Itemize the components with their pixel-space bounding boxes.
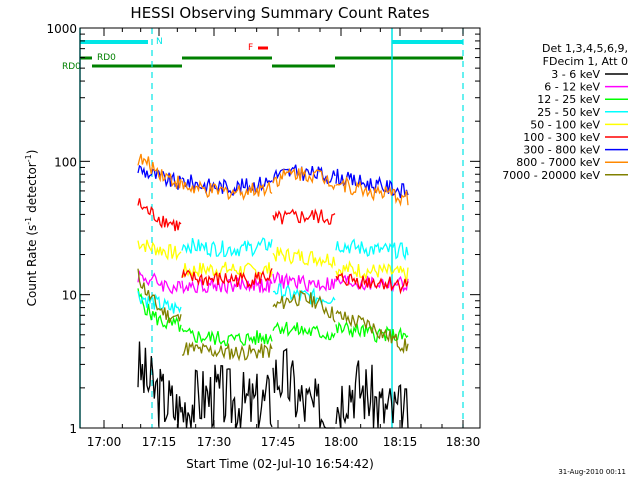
status-flags: N F RD0 RD0 <box>62 37 463 72</box>
y-tick-label: 1000 <box>46 22 77 36</box>
series-1 <box>137 270 409 295</box>
footer-date: 31-Aug-2010 00:11 <box>558 468 626 476</box>
legend-label: 12 - 25 keV <box>537 93 600 106</box>
series-line <box>272 290 336 323</box>
series-line <box>137 164 182 190</box>
series-line <box>181 327 273 347</box>
y-axis-label-main: Count Rate (s <box>25 225 39 307</box>
plot-area <box>79 28 464 430</box>
y-axis-label-sup-1: -1 <box>24 217 33 225</box>
series-line <box>335 360 409 429</box>
x-axis-label: Start Time (02-Jul-10 16:54:42) <box>186 457 374 471</box>
series-line <box>272 271 336 293</box>
saa-flag-label: N <box>156 37 163 47</box>
series-line <box>181 237 273 258</box>
series-line <box>335 309 409 355</box>
series-line <box>272 283 336 305</box>
series-line <box>335 168 409 199</box>
series-line <box>335 273 409 293</box>
legend-label: 50 - 100 keV <box>530 118 600 131</box>
series-line <box>181 277 273 295</box>
series-line <box>272 246 336 269</box>
series-2 <box>137 288 409 347</box>
series-line <box>181 268 273 290</box>
series-line <box>272 321 336 341</box>
x-tick-label: 17:15 <box>142 435 177 449</box>
y-tick-label: 10 <box>62 289 77 303</box>
series-8 <box>137 268 409 362</box>
legend-label: 800 - 7000 keV <box>516 156 600 169</box>
series-line <box>137 270 182 295</box>
legend-header-2: FDecim 1, Att 0 <box>543 55 628 68</box>
axes: 1 10 100 1000 17:00 17:15 17:30 17:45 18:00 18:15… <box>46 22 481 449</box>
legend-label: 100 - 300 keV <box>523 131 600 144</box>
series-line <box>272 348 335 429</box>
legend-label: 3 - 6 keV <box>551 68 600 81</box>
legend-label: 7000 - 20000 keV <box>502 169 600 182</box>
y-axis-label-end: ) <box>25 150 39 155</box>
x-tick-label: 18:30 <box>446 435 481 449</box>
y-axis-label-sup-2: -1 <box>24 154 33 162</box>
series-5 <box>137 198 409 295</box>
series-line <box>335 238 409 261</box>
series-line <box>137 153 182 189</box>
series-line <box>137 268 182 324</box>
y-axis-label: Count Rate (s-1 detector-1) <box>24 150 39 307</box>
series-line <box>181 179 273 201</box>
series-line <box>272 208 336 225</box>
y-tick-label: 100 <box>54 155 77 169</box>
x-tick-label: 17:30 <box>197 435 232 449</box>
series-line <box>181 341 273 362</box>
series-3 <box>137 237 409 314</box>
plot-frame <box>79 27 481 429</box>
series-line <box>137 239 182 262</box>
x-tick-label: 18:15 <box>383 435 418 449</box>
series-line <box>335 175 409 207</box>
series-7 <box>137 153 409 207</box>
series-line <box>137 198 182 232</box>
series-0 <box>137 341 409 430</box>
chart-title: HESSI Observing Summary Count Rates <box>130 4 429 22</box>
y-axis-label-mid: detector <box>25 162 39 217</box>
legend: Det 1,3,4,5,6,9, FDecim 1, Att 0 3 - 6 k… <box>502 42 628 182</box>
legend-label: 6 - 12 keV <box>544 81 600 94</box>
x-tick-label: 18:00 <box>324 435 359 449</box>
flare-flag-label: F <box>248 43 253 53</box>
series-line <box>181 364 273 430</box>
series-line <box>335 272 409 295</box>
series-line <box>137 288 182 332</box>
series-line <box>137 290 182 314</box>
legend-header-1: Det 1,3,4,5,6,9, <box>542 42 628 55</box>
series-line <box>335 260 409 282</box>
legend-label: 25 - 50 keV <box>537 106 600 119</box>
rd0-flag-label-bottom: RD0 <box>62 62 81 72</box>
series-line <box>335 321 409 344</box>
series-line <box>137 341 182 429</box>
x-tick-label: 17:45 <box>261 435 296 449</box>
series-line <box>272 166 336 191</box>
x-tick-label: 17:00 <box>87 435 122 449</box>
legend-label: 300 - 800 keV <box>523 144 600 157</box>
rd0-flag-label-top: RD0 <box>97 53 116 63</box>
y-tick-label: 1 <box>69 422 77 436</box>
